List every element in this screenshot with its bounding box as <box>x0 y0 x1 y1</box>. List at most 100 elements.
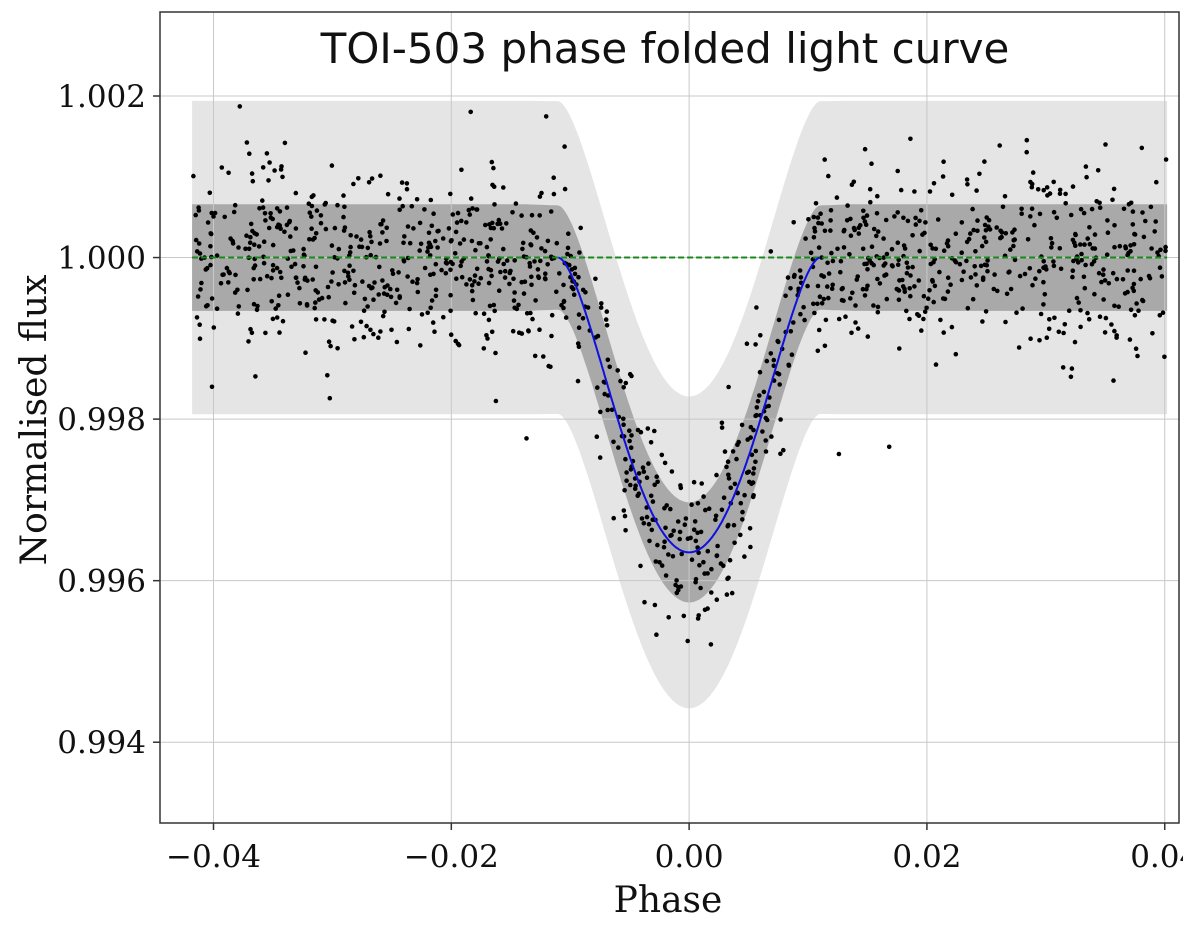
data-point <box>208 262 213 268</box>
data-point <box>493 398 499 404</box>
data-point <box>1157 265 1163 271</box>
data-point <box>1075 260 1081 265</box>
data-point <box>260 198 265 203</box>
data-point <box>798 311 803 317</box>
data-point <box>325 373 330 378</box>
data-point <box>841 298 846 304</box>
data-point <box>309 214 314 219</box>
data-point <box>921 316 926 322</box>
data-point <box>713 513 719 519</box>
data-point <box>448 308 453 314</box>
data-point <box>753 342 758 347</box>
data-point <box>484 333 489 338</box>
data-point <box>1032 222 1037 228</box>
data-point <box>896 297 902 303</box>
data-point <box>255 303 260 309</box>
data-point <box>835 246 840 252</box>
data-point <box>822 157 827 162</box>
data-point <box>368 233 373 239</box>
data-point <box>510 328 516 334</box>
data-point <box>428 272 433 278</box>
data-point <box>1041 302 1046 307</box>
data-point <box>1025 237 1031 242</box>
data-point <box>514 306 520 312</box>
data-point <box>576 274 581 280</box>
data-point <box>446 226 452 231</box>
data-point <box>940 174 946 179</box>
data-point <box>726 575 731 581</box>
data-point <box>813 201 819 206</box>
data-point <box>510 210 515 215</box>
data-point <box>802 317 807 323</box>
data-point <box>849 330 854 336</box>
data-point <box>372 280 377 285</box>
data-point <box>1112 303 1117 309</box>
data-point <box>1101 267 1106 272</box>
data-point <box>908 273 913 278</box>
data-point <box>1070 268 1076 274</box>
data-point <box>301 264 306 269</box>
x-tick-label: 0.00 <box>655 839 724 875</box>
data-point <box>884 251 890 257</box>
data-point <box>776 317 782 323</box>
data-point <box>193 237 199 243</box>
data-point <box>1112 328 1117 334</box>
data-point <box>329 163 335 168</box>
data-point <box>598 305 604 310</box>
data-point <box>1056 329 1062 335</box>
data-point <box>529 274 534 280</box>
data-point <box>652 482 657 488</box>
data-point <box>701 494 706 499</box>
data-point <box>628 482 633 488</box>
data-point <box>251 277 256 282</box>
data-point <box>418 343 423 348</box>
data-point <box>1122 291 1128 296</box>
data-point <box>902 289 908 295</box>
data-point <box>459 167 464 173</box>
data-point <box>495 221 500 227</box>
data-point <box>533 298 538 303</box>
data-point <box>319 295 325 301</box>
data-point <box>292 261 298 267</box>
data-point <box>748 424 754 430</box>
data-point <box>478 241 483 246</box>
data-point <box>675 519 681 524</box>
data-point <box>473 310 479 316</box>
y-tick-label: 1.002 <box>57 79 146 115</box>
data-point <box>422 265 428 271</box>
data-point <box>1105 230 1111 235</box>
data-point <box>869 260 874 266</box>
data-point <box>347 263 352 269</box>
data-point <box>305 278 310 283</box>
data-point <box>472 279 477 284</box>
data-point <box>263 218 268 223</box>
data-point <box>378 329 383 334</box>
data-point <box>828 228 833 233</box>
data-point <box>937 269 942 275</box>
data-point <box>397 207 403 213</box>
data-point <box>897 278 902 283</box>
x-axis-ticks: −0.04 −0.02 0.00 0.02 0.04 <box>166 823 1183 875</box>
data-point <box>1131 242 1137 247</box>
data-point <box>458 263 464 269</box>
data-point <box>297 285 302 291</box>
data-point <box>469 283 475 288</box>
data-point <box>1035 187 1041 192</box>
data-point <box>696 613 701 618</box>
data-point <box>466 207 472 213</box>
data-point <box>1089 206 1095 212</box>
data-point <box>357 244 362 249</box>
data-point <box>425 249 430 254</box>
data-point <box>674 590 680 596</box>
data-point <box>486 253 491 258</box>
data-point <box>399 180 405 185</box>
data-point <box>930 279 935 284</box>
data-point <box>830 282 835 288</box>
data-point <box>927 189 933 194</box>
data-point <box>489 273 494 279</box>
data-point <box>959 220 965 225</box>
data-point <box>1100 272 1106 278</box>
data-point <box>295 280 300 285</box>
data-point <box>236 304 242 309</box>
data-point <box>530 316 535 322</box>
